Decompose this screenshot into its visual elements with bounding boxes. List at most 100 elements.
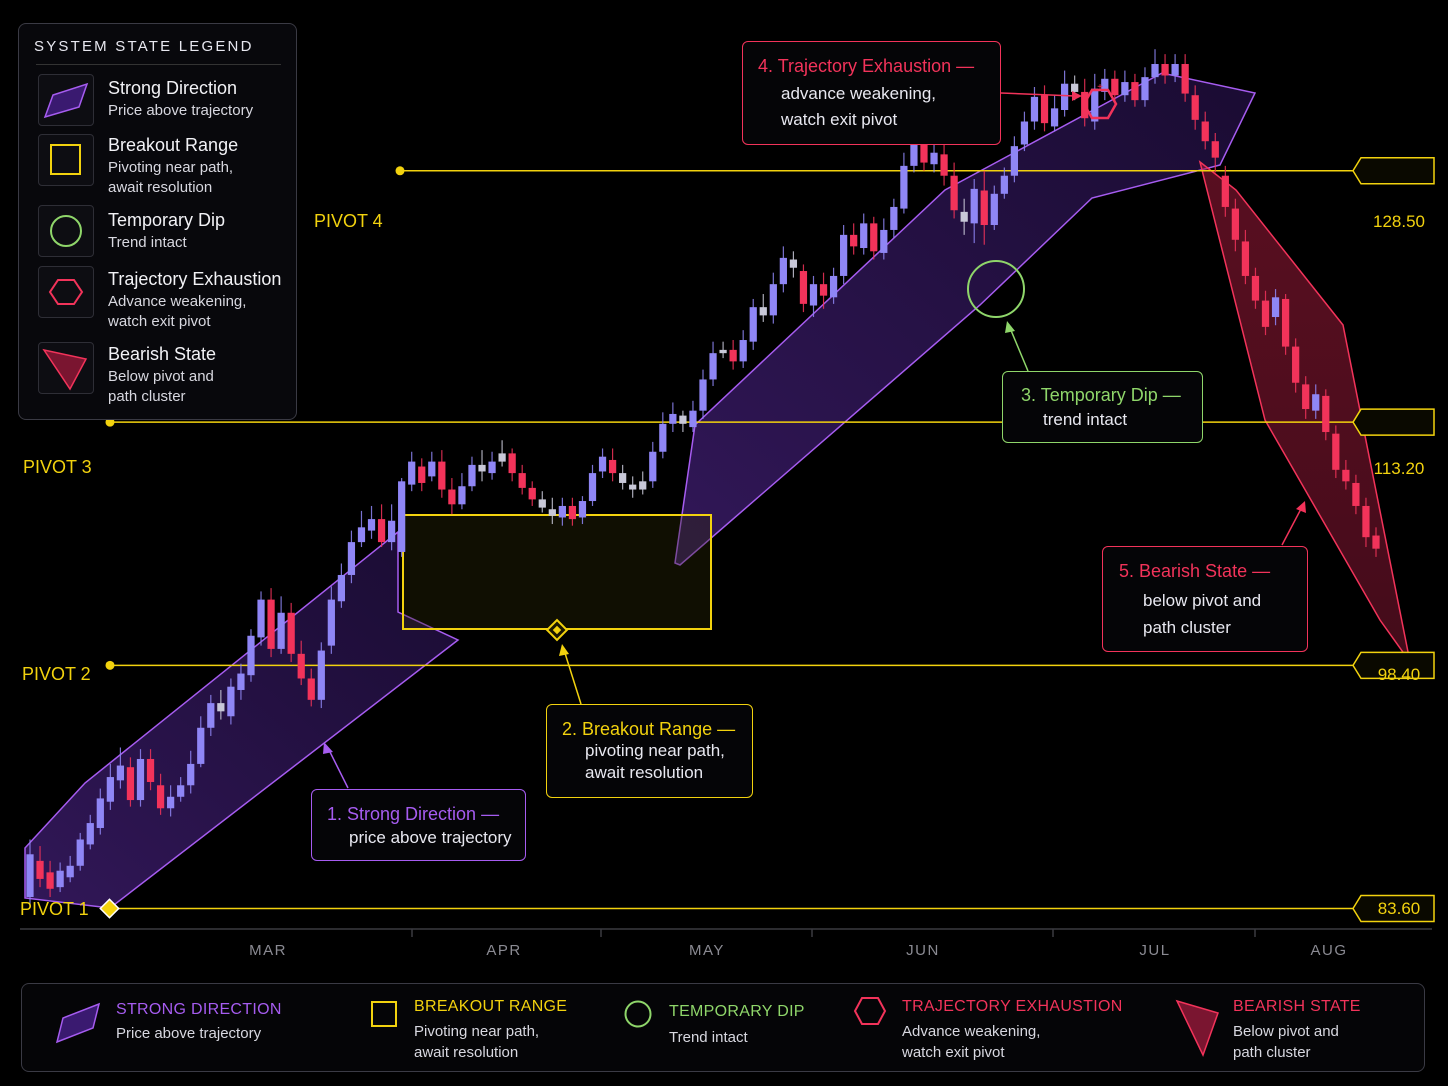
candle-body — [749, 307, 757, 342]
candle-body — [177, 785, 185, 797]
candle-body — [779, 257, 787, 285]
candle-body — [36, 860, 44, 879]
candle-body — [347, 542, 356, 575]
candle-body — [267, 599, 275, 649]
price-tag-outline — [1352, 157, 1435, 185]
candle-body — [1322, 395, 1330, 433]
candle-body — [1010, 146, 1019, 176]
candle-body — [307, 678, 315, 700]
candle-body — [197, 727, 205, 764]
candle-body — [1292, 346, 1300, 383]
legend-item-sub: Trend intact — [108, 234, 187, 251]
bottom-legend-title: BREAKOUT RANGE — [414, 998, 568, 1015]
pivot-3-label: PIVOT 3 — [23, 457, 92, 477]
candle-body — [739, 340, 747, 362]
candle-body — [488, 461, 496, 474]
candle-body — [1161, 63, 1169, 76]
callout-strong-direction: 1. Strong Direction — price above trajec… — [311, 789, 526, 861]
price-tag-pivot-2: 98.40 — [1377, 665, 1421, 684]
candle-body — [448, 489, 456, 505]
callout-title: 3. Temporary Dip — — [1021, 385, 1181, 405]
candle-body — [1171, 63, 1179, 76]
legend-item-sub: Price above trajectory — [108, 102, 254, 119]
pivot-dot-icon — [105, 660, 115, 670]
candle-body — [106, 777, 114, 802]
candle-body — [1362, 505, 1370, 538]
month-label: JUL — [1139, 942, 1171, 959]
candle-body — [126, 767, 135, 801]
pivot-1-diamond-icon — [99, 898, 120, 919]
candle-body — [1211, 141, 1219, 158]
candle-body — [237, 673, 245, 690]
callout-title: 1. Strong Direction — — [327, 804, 500, 824]
candle-body — [789, 259, 798, 268]
parallelogram-icon — [55, 1002, 101, 1044]
callout-breakout-range: 2. Breakout Range — pivoting near path, … — [546, 704, 753, 798]
pivot-2-label: PIVOT 2 — [22, 664, 91, 684]
candle-body — [1030, 96, 1039, 122]
candle-body — [920, 129, 928, 163]
candle-body — [317, 650, 325, 700]
candle-body — [66, 865, 74, 878]
candle-body — [799, 271, 808, 304]
candle-body — [900, 165, 908, 209]
candle-body — [568, 505, 577, 520]
price-tag-pivot-4: 128.50 — [1373, 212, 1425, 231]
candle-body — [1060, 83, 1069, 111]
candle-body — [1332, 433, 1340, 470]
candle-body — [829, 275, 838, 298]
candle-body — [649, 451, 657, 482]
candle-body — [247, 635, 255, 676]
candle-body — [850, 234, 858, 247]
legend-item-label: Trajectory Exhaustion — [108, 269, 282, 289]
month-label: APR — [486, 942, 522, 959]
candle-body — [357, 527, 366, 543]
price-tag-shapes — [1352, 157, 1435, 923]
candle-body — [438, 461, 446, 490]
candle-body — [217, 703, 225, 712]
candle-body — [478, 464, 486, 472]
callout-trajectory-exhaustion: 4. Trajectory Exhaustion — advance weake… — [742, 41, 1001, 145]
bottom-legend-title: STRONG DIRECTION — [116, 1001, 282, 1018]
legend-item-sub: Advance weakening, watch exit pivot — [108, 293, 247, 330]
callout-sub: trend intact — [1043, 410, 1128, 429]
candle-body — [930, 152, 938, 165]
legend-item-label: Breakout Range — [108, 135, 239, 155]
candle-body — [699, 379, 707, 411]
strong-direction-channel-2 — [674, 72, 1257, 566]
candle-body — [146, 758, 155, 782]
candle-body — [910, 126, 918, 166]
candle-body — [1302, 384, 1310, 410]
candle-body — [1091, 88, 1099, 122]
callout-temporary-dip: 3. Temporary Dip — trend intact — [1002, 371, 1203, 443]
bottom-legend-sub: Trend intact — [669, 1029, 748, 1046]
candle-body — [548, 509, 556, 516]
candle-body — [1000, 175, 1008, 194]
svg-text:+: + — [1097, 82, 1103, 93]
strong-direction-channel-1 — [24, 530, 460, 909]
legend-item-sub: Below pivot and path cluster — [108, 368, 214, 405]
legend-item-sub: Pivoting near path, await resolution — [108, 159, 234, 196]
bottom-legend-title: TRAJECTORY EXHAUSTION — [902, 998, 1123, 1015]
price-tag-outline — [1352, 408, 1435, 436]
candle-body — [1151, 63, 1159, 78]
candle-body — [428, 461, 436, 477]
candle-body — [136, 758, 145, 801]
candle-body — [608, 459, 617, 474]
legend-title: SYSTEM STATE LEGEND — [34, 38, 254, 55]
candle-body — [1231, 208, 1239, 240]
month-label: JUN — [906, 942, 940, 959]
circle-icon — [38, 205, 94, 257]
legend-item-label: Temporary Dip — [108, 210, 226, 230]
candle-body — [689, 410, 697, 428]
square-icon — [371, 1001, 397, 1027]
callout-sub: advance weakening, watch exit pivot — [781, 84, 937, 129]
candle-body — [387, 520, 396, 543]
candle-body — [1352, 482, 1360, 506]
callout-title: 2. Breakout Range — — [562, 719, 736, 739]
candle-body — [167, 796, 175, 809]
candle-body — [619, 473, 627, 483]
candle-body — [498, 453, 506, 462]
candle-body — [1131, 82, 1139, 101]
callout-sub: pivoting near path, await resolution — [585, 741, 725, 782]
